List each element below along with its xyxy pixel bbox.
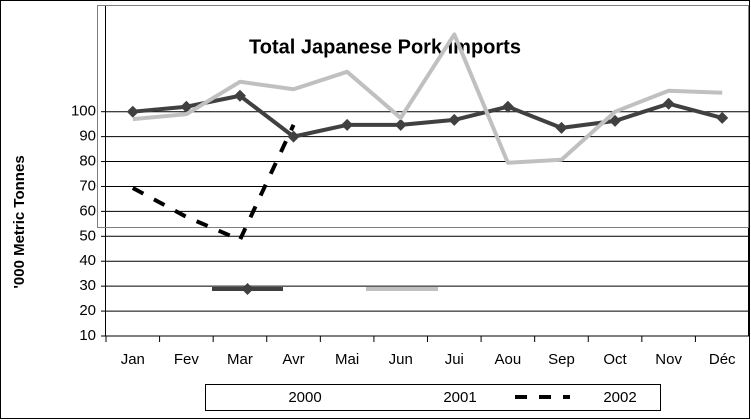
- chart-title: Total Japanese Pork Imports: [249, 36, 521, 58]
- y-tick-label: 70: [79, 177, 96, 194]
- marker: [341, 118, 354, 131]
- y-tick-label: 60: [79, 202, 96, 219]
- marker: [233, 89, 246, 102]
- marker: [180, 100, 193, 113]
- x-tick-label: Nov: [655, 351, 682, 368]
- y-tick-label: 30: [79, 277, 96, 294]
- x-tick-label: Sep: [548, 351, 575, 368]
- series-line: [132, 32, 723, 165]
- marker: [662, 97, 675, 110]
- marker: [609, 114, 622, 127]
- marker: [287, 130, 300, 143]
- legend-marker: [241, 283, 254, 295]
- marker: [501, 100, 514, 113]
- y-tick-label: 80: [79, 153, 96, 170]
- x-tick-label: Jui: [445, 351, 464, 368]
- legend-label: 2001: [443, 389, 476, 406]
- y-tick-label: 20: [79, 302, 96, 319]
- x-tick-label: Déc: [709, 351, 736, 368]
- legend-label: 2000: [288, 389, 321, 406]
- overlay-box: [97, 5, 749, 228]
- y-tick-label: 10: [79, 327, 96, 344]
- series-line: [131, 124, 296, 242]
- x-tick-label: Fev: [174, 351, 200, 368]
- marker: [716, 111, 729, 124]
- y-tick-label: 40: [79, 252, 96, 269]
- marker: [448, 113, 461, 126]
- x-tick-label: Aou: [495, 351, 522, 368]
- marker: [394, 118, 407, 131]
- marker: [555, 121, 568, 134]
- y-tick-label: 50: [79, 227, 96, 244]
- x-tick-label: Jan: [121, 351, 145, 368]
- x-tick-label: Avr: [282, 351, 304, 368]
- y-tick-label: 100: [71, 103, 96, 120]
- series-line: [132, 93, 723, 139]
- x-tick-label: Oct: [603, 351, 627, 368]
- legend: [205, 384, 661, 411]
- x-tick-label: Mai: [335, 351, 359, 368]
- marker: [126, 105, 139, 118]
- legend-label: 2002: [603, 389, 636, 406]
- x-tick-label: Jun: [389, 351, 413, 368]
- y-tick-label: 90: [79, 128, 96, 145]
- y-axis-label: '000 Metric Tonnes: [11, 155, 28, 288]
- x-tick-label: Mar: [227, 351, 253, 368]
